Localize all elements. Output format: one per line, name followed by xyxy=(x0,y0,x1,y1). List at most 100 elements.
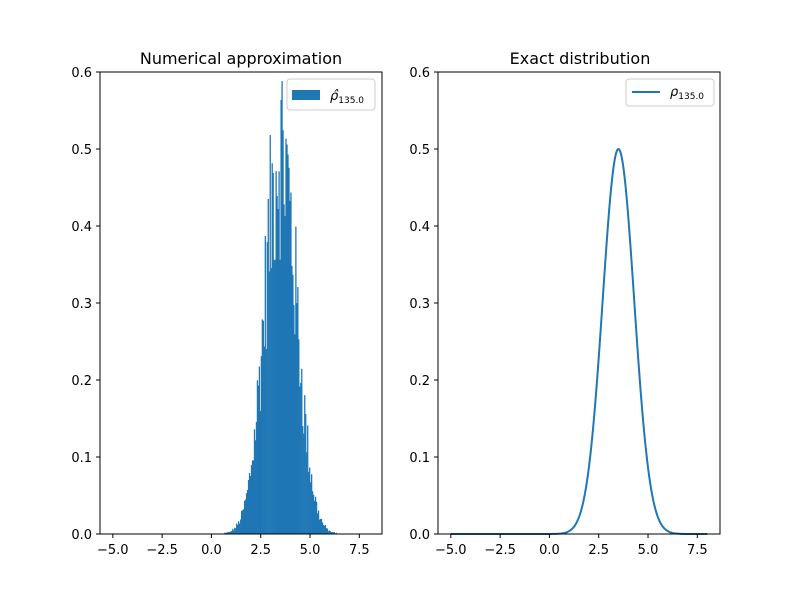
histogram-bar xyxy=(302,426,304,534)
histogram-bar xyxy=(272,173,274,534)
histogram-bar xyxy=(231,530,233,534)
histogram-bar xyxy=(239,523,241,534)
histogram-bar xyxy=(262,320,264,534)
histogram-bar xyxy=(232,528,234,534)
histogram-bar xyxy=(325,528,328,534)
histogram-bar xyxy=(230,531,232,534)
histogram-y-tick-label: 0.4 xyxy=(71,220,92,235)
histogram-bar xyxy=(330,532,333,534)
histogram-bar xyxy=(316,513,319,534)
histogram-bar xyxy=(313,500,316,534)
histogram-legend-label: ρ̂135.0 xyxy=(330,89,364,106)
histogram-title: Numerical approximation xyxy=(140,49,342,68)
histogram-bar xyxy=(256,380,259,534)
histogram-bar xyxy=(305,413,307,534)
histogram-bar xyxy=(335,532,337,534)
histogram-bar xyxy=(322,524,325,534)
histogram-bar xyxy=(295,226,297,534)
histogram-bar xyxy=(264,236,266,534)
exact-legend-label: ρ135.0 xyxy=(670,85,704,102)
histogram-bar xyxy=(240,519,242,534)
histogram-bar xyxy=(270,268,272,534)
histogram-bar xyxy=(260,356,263,534)
histogram-bar xyxy=(238,521,240,534)
histogram-bar xyxy=(282,130,284,535)
exact-title: Exact distribution xyxy=(510,49,651,68)
histogram-bar xyxy=(267,198,269,534)
histogram-bar xyxy=(331,532,333,534)
histogram-bar xyxy=(250,465,253,534)
histogram-bar xyxy=(274,259,276,534)
histogram-bar xyxy=(261,319,263,534)
histogram-bar xyxy=(285,138,287,535)
histogram-x-tick-label: 0.0 xyxy=(201,543,222,558)
histogram-bar xyxy=(298,339,300,534)
histogram-bar xyxy=(307,425,309,534)
histogram-bar xyxy=(278,171,280,534)
histogram-bar xyxy=(324,524,327,534)
histogram-bar xyxy=(323,525,326,534)
histogram-bar xyxy=(292,274,294,534)
histogram-bar xyxy=(326,528,329,534)
histogram-bar xyxy=(265,349,267,534)
histogram-bar xyxy=(273,260,275,534)
histogram-bar xyxy=(297,286,299,534)
histogram-bar xyxy=(284,216,286,534)
histogram-bar xyxy=(244,499,247,534)
histogram-bar xyxy=(241,510,244,534)
histogram-y-ticks: 0.0 0.1 0.2 0.3 0.4 0.5 0.6 xyxy=(71,66,100,543)
histogram-bar xyxy=(255,421,258,534)
histogram-bar xyxy=(280,99,282,534)
histogram-bar xyxy=(224,532,226,534)
exact-legend: ρ135.0 xyxy=(625,78,715,107)
histogram-bar xyxy=(271,163,273,534)
exact-x-tick-label: 5.0 xyxy=(638,543,659,558)
histogram-x-tick-label: 2.5 xyxy=(250,543,271,558)
histogram-bar xyxy=(247,480,250,534)
histogram-y-tick-label: 0.3 xyxy=(71,297,92,312)
histogram-x-tick-label: −2.5 xyxy=(146,543,178,558)
histogram-bar xyxy=(287,154,289,535)
histogram-bar xyxy=(301,368,303,534)
histogram-bar xyxy=(243,500,246,534)
exact-x-tick-label: 0.0 xyxy=(539,543,560,558)
histogram-x-tick-label: 5.0 xyxy=(300,543,321,558)
histogram-bar xyxy=(328,530,331,534)
histogram-bar xyxy=(236,523,238,534)
histogram-x-ticks: −5.0 −2.5 0.0 2.5 5.0 7.5 xyxy=(97,534,370,558)
exact-x-tick-label: 2.5 xyxy=(588,543,609,558)
histogram-bar xyxy=(320,518,323,534)
histogram-bar xyxy=(279,259,281,534)
histogram-bar xyxy=(246,490,249,534)
histogram-bar xyxy=(300,382,302,534)
histogram-legend: ρ̂135.0 xyxy=(286,78,376,111)
histogram-bar xyxy=(233,530,235,534)
histogram-bar xyxy=(229,531,231,534)
histogram-bar xyxy=(242,509,245,534)
exact-x-tick-label: 7.5 xyxy=(687,543,708,558)
histogram-bar xyxy=(241,510,243,534)
histogram-bar xyxy=(291,265,293,534)
histogram-bar xyxy=(314,496,317,534)
exact-x-tick-label: −2.5 xyxy=(484,543,516,558)
histogram-legend-swatch xyxy=(292,90,320,100)
histogram-bar xyxy=(310,482,312,534)
histogram-bar xyxy=(317,510,320,534)
histogram-bar xyxy=(304,395,306,534)
histogram-bar xyxy=(289,200,291,534)
histogram-bar xyxy=(311,474,313,534)
histogram-bar xyxy=(263,346,265,534)
histogram-bar xyxy=(333,532,335,534)
histogram-bar xyxy=(277,208,279,534)
histogram-bar xyxy=(288,167,290,534)
histogram-x-tick-label: −5.0 xyxy=(97,543,129,558)
exact-y-tick-label: 0.0 xyxy=(409,528,430,543)
histogram-bar xyxy=(294,334,296,534)
histogram-bar xyxy=(299,386,301,534)
histogram-bar xyxy=(308,471,310,534)
histogram-bar xyxy=(266,241,268,535)
histogram-bar xyxy=(268,271,270,534)
histogram-bar xyxy=(234,527,236,534)
histogram-bar xyxy=(249,476,252,534)
